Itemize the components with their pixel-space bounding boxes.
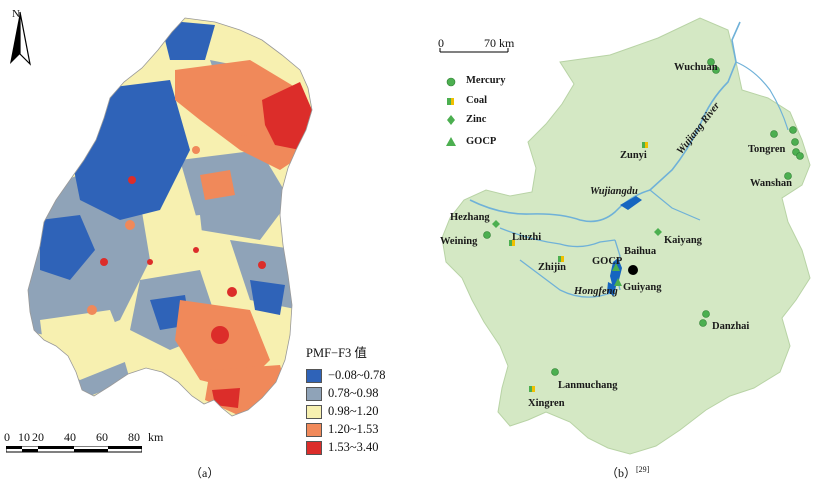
place-label-tongren: Tongren xyxy=(748,144,786,155)
legend-swatch xyxy=(306,422,322,437)
caption-a: （a） xyxy=(190,466,220,480)
legend-item: 1.53~3.40 xyxy=(306,440,379,455)
legend-swatch xyxy=(306,440,322,455)
hongfeng-reservoir xyxy=(607,282,616,296)
river-line xyxy=(649,189,701,221)
river-label-hongfeng: Hongfeng xyxy=(574,286,618,297)
place-label-gocp: GOCP xyxy=(592,256,623,267)
caption-b: （b）[29] xyxy=(606,464,649,481)
place-label-weining: Weining xyxy=(440,236,478,247)
mercury-marker xyxy=(784,172,792,180)
wujiang-river-line xyxy=(469,21,741,223)
scale-tick-label: 40 xyxy=(64,430,76,444)
place-label-danzhai: Danzhai xyxy=(712,321,750,332)
legend-label: 1.53~3.40 xyxy=(328,440,379,454)
scale-end-label: 70 km xyxy=(484,36,515,50)
legend-label-coal: Coal xyxy=(466,95,487,106)
scale-tick-label: 10 xyxy=(18,430,30,444)
mercury-marker xyxy=(483,231,491,239)
legend-label-gocp: GOCP xyxy=(466,136,497,147)
mercury-marker xyxy=(702,310,710,318)
mercury-marker xyxy=(789,126,797,134)
legend-swatch xyxy=(306,368,322,383)
river-line xyxy=(735,61,789,131)
mercury-marker xyxy=(699,319,707,327)
legend-label: 0.78~0.98 xyxy=(328,386,379,400)
panel-a-map: N xyxy=(0,0,410,486)
pmf-f3-map xyxy=(27,17,313,417)
legend-item: 0.78~0.98 xyxy=(306,386,379,401)
place-label-baihua: Baihua xyxy=(624,246,657,257)
place-label-lanmuchang: Lanmuchang xyxy=(558,380,618,391)
scale-tick-label: 60 xyxy=(96,430,108,444)
place-label-wuchuan: Wuchuan xyxy=(674,62,718,73)
scale-bar-b-graphic xyxy=(439,48,509,53)
mercury-marker xyxy=(707,58,715,66)
legend-item: 1.20~1.53 xyxy=(306,422,379,437)
place-label-guiyang: Guiyang xyxy=(623,282,662,293)
legend-label: 0.98~1.20 xyxy=(328,404,379,418)
place-label-wanshan: Wanshan xyxy=(750,178,793,189)
legend-label: −0.08~0.78 xyxy=(328,368,386,382)
legend-swatch xyxy=(306,386,322,401)
mercury-marker xyxy=(770,130,778,138)
mercury-marker xyxy=(791,138,799,146)
legend-item: −0.08~0.78 xyxy=(306,368,386,383)
legend-label-mercury: Mercury xyxy=(466,75,506,86)
scale-unit: km xyxy=(148,430,164,444)
north-arrow-icon xyxy=(10,11,31,66)
mercury-icon xyxy=(446,77,456,87)
caption-b-text: （b） xyxy=(606,466,637,480)
legend-item: 0.98~1.20 xyxy=(306,404,379,419)
scale-tick-label: 80 xyxy=(128,430,140,444)
gocp-marker xyxy=(614,278,622,286)
river-line xyxy=(499,227,616,248)
panel-b-map: 0 70 km Mercury Coal Zinc GOCP Wuchuan T… xyxy=(410,0,822,486)
place-label-hezhang: Hezhang xyxy=(450,212,490,223)
gocp-icon xyxy=(446,137,456,146)
caption-b-ref: [29] xyxy=(636,465,650,474)
north-label: N xyxy=(12,8,20,20)
mercury-marker xyxy=(712,66,720,74)
place-label-kaiyang: Kaiyang xyxy=(664,235,702,246)
mercury-marker xyxy=(796,152,804,160)
wujiangdu-reservoir xyxy=(620,196,642,210)
scale-start-label: 0 xyxy=(438,36,444,50)
scale-tick-label: 0 xyxy=(4,430,10,444)
legend-title: PMF−F3 值 xyxy=(306,346,367,360)
river-line xyxy=(519,259,616,298)
place-label-zhijin: Zhijin xyxy=(538,262,567,273)
coal-icon xyxy=(447,98,454,105)
scale-tick-label: 20 xyxy=(32,430,44,444)
province-land xyxy=(441,17,811,455)
place-label-zunyi: Zunyi xyxy=(620,150,647,161)
mercury-marker xyxy=(551,368,559,376)
zinc-icon xyxy=(447,115,455,125)
guiyang-city-marker xyxy=(628,265,638,275)
legend-swatch xyxy=(306,404,322,419)
legend-b-markers xyxy=(446,77,456,146)
place-label-xingren: Xingren xyxy=(528,398,565,409)
gocp-marker xyxy=(612,263,620,271)
zinc-marker xyxy=(654,228,662,236)
river-label-wujiangdu: Wujiangdu xyxy=(590,186,638,197)
scale-bar-graphic xyxy=(6,446,142,453)
province-outline xyxy=(27,17,313,417)
legend-label-zinc: Zinc xyxy=(466,114,487,125)
zinc-marker xyxy=(492,220,500,228)
legend-label: 1.20~1.53 xyxy=(328,422,379,436)
place-label-liuzhi: Liuzhi xyxy=(512,232,542,243)
guizhou-map xyxy=(439,17,811,455)
baihua-reservoir xyxy=(610,258,622,288)
